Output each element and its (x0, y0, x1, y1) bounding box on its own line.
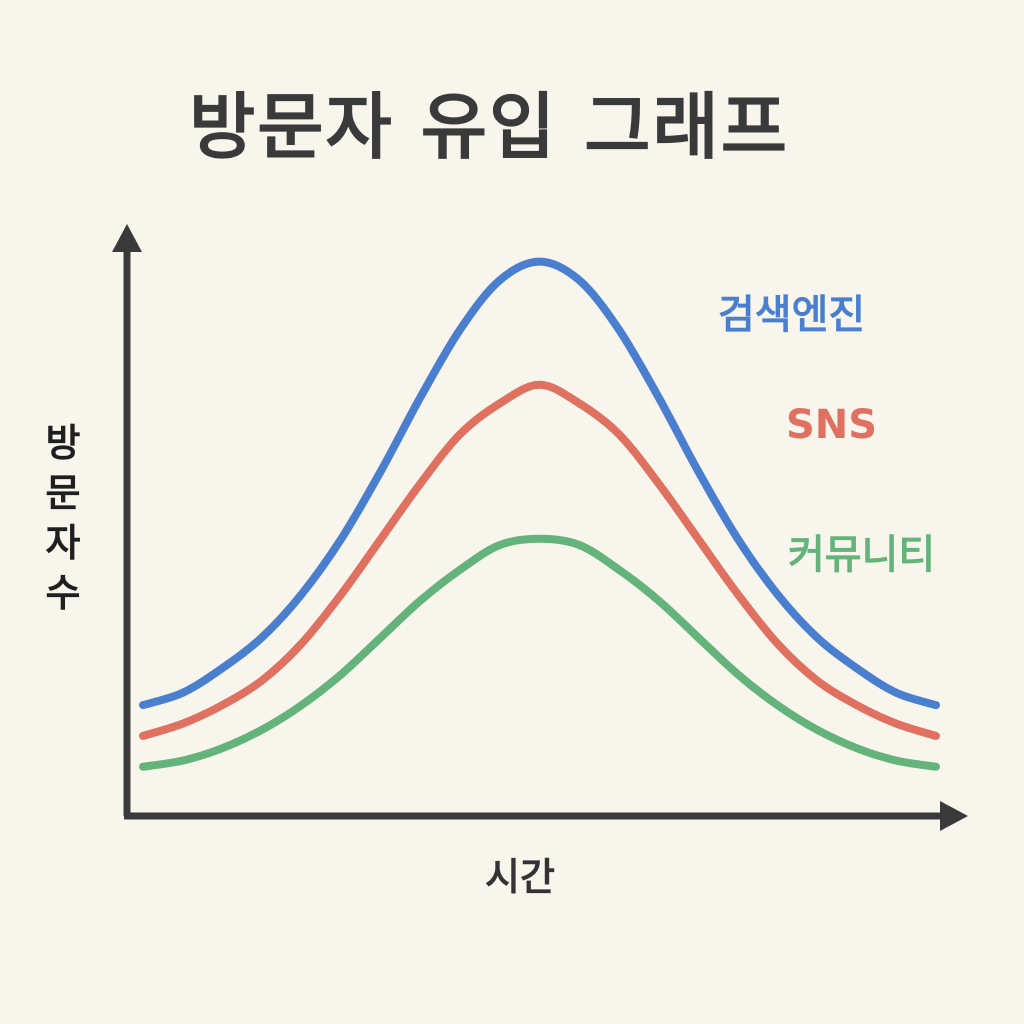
legend-label-sns: SNS (786, 402, 878, 448)
y-axis-label-char: 방 (45, 421, 81, 465)
y-axis-label-char: 자 (45, 521, 81, 565)
y-axis-label-char: 수 (45, 571, 81, 615)
legend-label-search-engine: 검색엔진 (718, 292, 866, 338)
series-line-search-engine (139, 257, 940, 710)
chart-title: 방문자 유입 그래프 (188, 85, 790, 169)
x-axis-label: 시간 (485, 855, 555, 899)
series-line-community (139, 534, 940, 771)
y-axis-label-char: 문 (45, 471, 81, 515)
series-line-sns (139, 380, 940, 740)
series-lines (139, 257, 940, 771)
y-axis-arrow (112, 224, 142, 252)
x-axis-arrow (940, 801, 968, 831)
legend-label-community: 커뮤니티 (788, 532, 936, 578)
